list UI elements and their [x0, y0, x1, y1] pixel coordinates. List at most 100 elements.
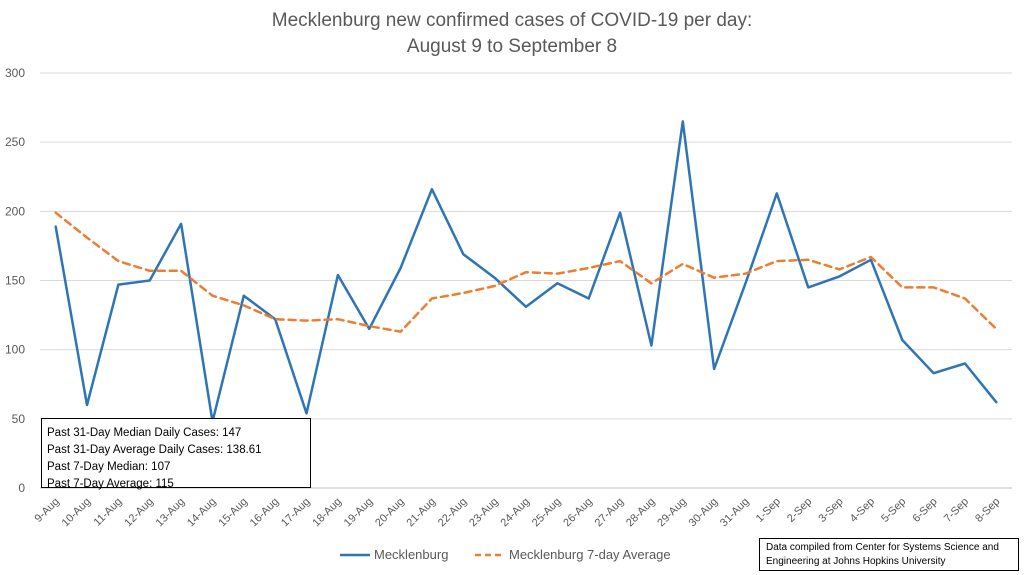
data-point — [555, 281, 560, 286]
data-point — [335, 317, 340, 322]
data-point — [649, 343, 654, 348]
data-point — [210, 293, 215, 298]
data-point — [774, 191, 779, 196]
x-tick-label: 16-Aug — [248, 496, 282, 530]
legend-item-7-day-average: Mecklenburg 7-day Average — [475, 546, 671, 562]
data-point — [712, 275, 717, 280]
x-tick-label: 17-Aug — [279, 496, 313, 530]
series-line-7-day-average — [54, 211, 998, 333]
x-tick-label: 2-Sep — [785, 496, 814, 525]
chart-title-line-1: Mecklenburg new confirmed cases of COVID… — [271, 10, 753, 31]
legend-item-mecklenburg: Mecklenburg — [340, 546, 448, 562]
data-point — [398, 329, 403, 334]
data-point — [680, 119, 685, 124]
data-point — [994, 326, 999, 331]
data-point — [931, 371, 936, 376]
data-point — [900, 285, 905, 290]
data-point — [931, 285, 936, 290]
data-point — [398, 266, 403, 271]
y-tick-label: 0 — [18, 481, 25, 495]
x-tick-label: 10-Aug — [60, 496, 94, 530]
data-point — [524, 270, 529, 275]
data-point — [555, 271, 560, 276]
data-point — [179, 221, 184, 226]
y-tick-label: 200 — [5, 204, 25, 218]
stat-median-7-day: Past 7-Day Median: 107 — [47, 461, 171, 473]
data-point — [179, 268, 184, 273]
data-point — [837, 267, 842, 272]
data-point — [837, 274, 842, 279]
stats-box: Past 31-Day Median Daily Cases: 147 Past… — [41, 418, 311, 490]
x-tick-label: 29-Aug — [655, 496, 689, 530]
data-point — [429, 187, 434, 192]
x-tick-label: 18-Aug — [310, 496, 344, 530]
x-tick-label: 1-Sep — [754, 496, 783, 525]
data-point — [806, 285, 811, 290]
data-point — [618, 259, 623, 264]
y-tick-label: 300 — [5, 66, 25, 80]
x-tick-label: 24-Aug — [499, 496, 533, 530]
x-axis-ticks: 9-Aug10-Aug11-Aug12-Aug13-Aug14-Aug15-Au… — [33, 496, 1003, 530]
data-point — [743, 281, 748, 286]
data-point — [335, 272, 340, 277]
y-tick-label: 250 — [5, 135, 25, 149]
chart-title-line-2: August 9 to September 8 — [406, 36, 618, 57]
x-tick-label: 25-Aug — [530, 496, 564, 530]
y-tick-label: 50 — [12, 412, 26, 426]
x-tick-label: 15-Aug — [216, 496, 250, 530]
source-line-2: Engineering at Johns Hopkins University — [766, 556, 946, 567]
x-tick-label: 8-Sep — [973, 496, 1002, 525]
data-point — [586, 266, 591, 271]
x-tick-label: 3-Sep — [816, 496, 845, 525]
x-tick-label: 26-Aug — [561, 496, 595, 530]
legend-swatch-solid — [340, 553, 370, 556]
y-tick-label: 150 — [5, 274, 25, 288]
data-point — [900, 337, 905, 342]
stat-average-31-day: Past 31-Day Average Daily Cases: 138.61 — [47, 444, 262, 456]
data-point — [304, 411, 309, 416]
data-point — [649, 281, 654, 286]
source-note: Data compiled from Center for Systems Sc… — [759, 538, 1019, 571]
legend-label-7-day-average: Mecklenburg 7-day Average — [509, 547, 671, 563]
source-line-1: Data compiled from Center for Systems Sc… — [766, 542, 999, 553]
x-tick-label: 20-Aug — [373, 496, 407, 530]
data-point — [680, 261, 685, 266]
y-tick-label: 100 — [5, 343, 25, 357]
data-point — [962, 296, 967, 301]
x-tick-label: 7-Sep — [942, 496, 971, 525]
data-point — [273, 317, 278, 322]
x-tick-label: 30-Aug — [687, 496, 721, 530]
legend-swatch-dashed — [475, 553, 505, 556]
data-point — [429, 296, 434, 301]
data-point — [85, 235, 90, 240]
x-tick-label: 31-Aug — [718, 496, 752, 530]
data-point — [53, 210, 58, 215]
chart-title: Mecklenburg new confirmed cases of COVID… — [0, 8, 1024, 60]
x-tick-label: 6-Sep — [910, 496, 939, 525]
stat-average-7-day: Past 7-Day Average: 115 — [47, 478, 174, 490]
x-tick-label: 27-Aug — [593, 496, 627, 530]
x-tick-label: 9-Aug — [33, 496, 62, 525]
x-tick-label: 13-Aug — [154, 496, 188, 530]
data-point — [85, 403, 90, 408]
data-point — [492, 284, 497, 289]
data-point — [461, 290, 466, 295]
data-point — [147, 268, 152, 273]
data-point — [712, 367, 717, 372]
data-point — [618, 210, 623, 215]
x-tick-label: 28-Aug — [624, 496, 658, 530]
data-point — [994, 400, 999, 405]
x-tick-label: 12-Aug — [122, 496, 156, 530]
y-axis-ticks: 0 50 100 150 200 250 300 — [5, 66, 25, 495]
data-point — [241, 303, 246, 308]
data-point — [53, 224, 58, 229]
x-tick-label: 21-Aug — [404, 496, 438, 530]
data-point — [304, 318, 309, 323]
data-point — [586, 296, 591, 301]
stat-median-31-day: Past 31-Day Median Daily Cases: 147 — [47, 427, 242, 439]
data-point — [868, 254, 873, 259]
legend-label-mecklenburg: Mecklenburg — [374, 547, 449, 563]
data-point — [743, 271, 748, 276]
x-tick-label: 23-Aug — [467, 496, 501, 530]
